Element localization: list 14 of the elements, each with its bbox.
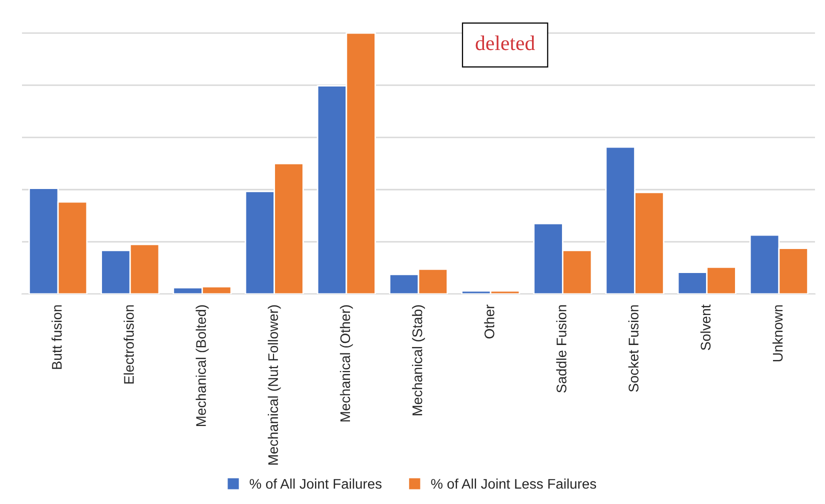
x-tick-label: Mechanical (Stab) <box>412 305 425 416</box>
x-tick-label: Butt fusion <box>52 305 62 369</box>
x-tick-label: Saddle Fusion <box>556 305 566 393</box>
x-tick-label: Mechanical (Other) <box>340 305 353 422</box>
x-tick-label: Socket Fusion <box>628 305 638 392</box>
x-tick-label: Unknown <box>772 305 783 362</box>
x-tick-label: Electrofusion <box>124 305 134 384</box>
x-tick-label: Solvent <box>700 304 711 350</box>
x-tick-label: Mechanical (Nut Follower) <box>268 305 281 465</box>
x-tick-label: Mechanical (Bolted) <box>196 305 209 426</box>
annotation: deleted <box>476 36 535 50</box>
legend-label: % of All Joint Less Failures <box>431 478 596 489</box>
x-tick-label: Other <box>484 304 494 338</box>
legend-label: % of All Joint Failures <box>250 478 382 489</box>
